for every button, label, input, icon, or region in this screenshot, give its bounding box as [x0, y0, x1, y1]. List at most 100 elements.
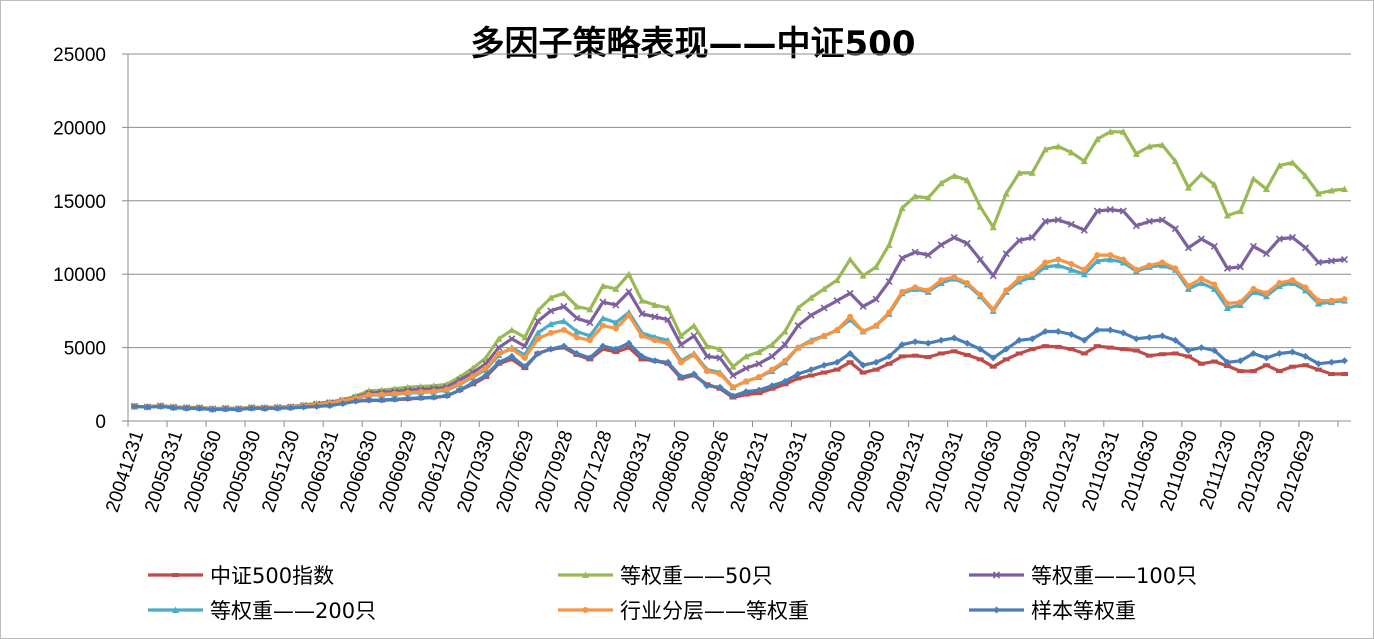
data-point	[1275, 235, 1284, 243]
legend-label: 行业分层——等权重	[620, 599, 809, 623]
data-point	[1327, 257, 1336, 265]
data-point	[703, 342, 711, 350]
data-point	[495, 344, 503, 352]
data-point	[287, 404, 295, 412]
data-point	[1184, 244, 1192, 252]
data-point	[547, 307, 555, 315]
data-point	[170, 404, 178, 412]
y-tick-label: 0	[95, 412, 106, 433]
data-point	[573, 302, 581, 310]
data-point	[1223, 211, 1231, 219]
legend-item-1: 中证500指数	[148, 564, 334, 588]
series-line	[134, 253, 1345, 411]
data-point	[144, 403, 152, 411]
data-point	[729, 384, 736, 391]
data-point	[1224, 300, 1231, 307]
data-point	[1158, 141, 1166, 149]
data-point	[716, 354, 724, 362]
data-point	[1106, 256, 1114, 263]
data-point	[378, 396, 386, 404]
data-point	[768, 382, 776, 390]
data-point	[313, 402, 321, 410]
data-point	[1275, 349, 1283, 357]
data-point	[755, 360, 763, 368]
data-point	[1041, 327, 1049, 335]
data-point	[1237, 299, 1244, 306]
data-point	[391, 390, 398, 397]
x-tick-label: 20091231	[883, 428, 929, 515]
data-point	[1002, 250, 1010, 258]
data-point	[1132, 335, 1140, 343]
data-point	[456, 380, 463, 387]
x-tick-label: 20060929	[375, 428, 421, 515]
x-tick-label: 20050630	[180, 428, 226, 515]
data-point	[638, 352, 646, 360]
data-point	[1146, 262, 1153, 269]
data-point	[638, 297, 646, 304]
data-point	[1119, 207, 1127, 215]
x-tick-label: 20080926	[688, 428, 734, 515]
data-point	[1106, 326, 1114, 334]
data-point	[534, 329, 542, 336]
data-point	[1197, 279, 1205, 287]
data-point	[664, 316, 672, 324]
data-point	[1302, 284, 1309, 291]
data-point	[157, 402, 165, 410]
data-point	[1262, 185, 1270, 193]
data-point	[365, 396, 373, 404]
data-point	[756, 373, 763, 380]
data-point	[833, 297, 841, 305]
x-tick-label: 20120330	[1234, 428, 1280, 515]
data-point	[781, 341, 789, 349]
data-point	[1093, 257, 1101, 264]
data-point	[1288, 159, 1296, 166]
series-line	[134, 208, 1345, 411]
data-point	[872, 263, 880, 270]
data-point	[820, 361, 828, 369]
data-point	[1249, 349, 1257, 357]
data-point	[261, 405, 269, 413]
data-point	[1289, 277, 1296, 284]
data-point	[1015, 169, 1023, 176]
data-point	[885, 277, 893, 286]
data-point	[1042, 259, 1049, 266]
data-point	[1249, 175, 1257, 182]
data-point	[1236, 207, 1244, 215]
data-point	[560, 302, 568, 311]
data-point	[1106, 128, 1114, 135]
data-point	[834, 326, 841, 333]
x-tick-label: 20080331	[610, 428, 656, 515]
data-point	[1119, 329, 1127, 337]
data-point	[495, 335, 503, 342]
x-tick-label: 20111230	[1196, 428, 1241, 512]
data-point	[573, 314, 581, 322]
data-point	[482, 365, 489, 372]
x-tick-label: 20070928	[532, 428, 578, 515]
data-point	[547, 329, 554, 336]
data-point	[846, 256, 854, 263]
x-tick-label: 20061229	[414, 428, 460, 515]
data-point	[599, 298, 607, 306]
data-point	[768, 341, 776, 348]
data-point	[131, 402, 139, 410]
data-point	[794, 322, 802, 330]
data-point	[651, 301, 659, 309]
x-tick-label: 20071228	[571, 428, 617, 515]
data-point	[521, 333, 529, 341]
data-point	[729, 371, 737, 380]
data-point	[495, 350, 502, 357]
data-point	[846, 289, 854, 297]
data-point	[547, 345, 555, 353]
legend-label: 样本等权重	[1031, 599, 1136, 623]
data-point	[1197, 344, 1205, 352]
data-point	[352, 397, 360, 405]
x-tick-label: 20080630	[649, 428, 695, 515]
series-2	[131, 128, 1348, 412]
data-point	[924, 194, 932, 201]
data-point	[989, 272, 997, 280]
data-point	[976, 345, 984, 353]
data-point	[1276, 280, 1283, 287]
data-point	[1120, 256, 1127, 263]
data-point	[1301, 352, 1309, 360]
